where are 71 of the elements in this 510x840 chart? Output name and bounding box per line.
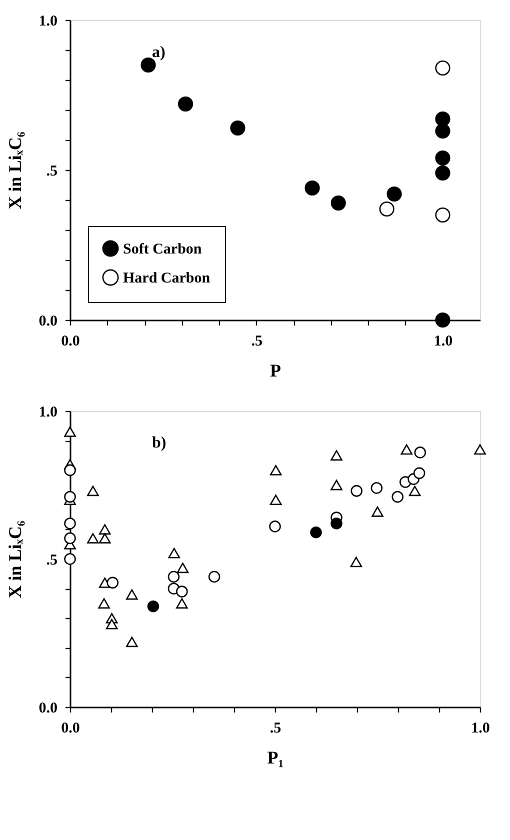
x-tick-label: 0.0	[61, 720, 80, 736]
point	[168, 570, 180, 583]
point	[372, 506, 384, 517]
point	[126, 636, 138, 648]
point	[87, 486, 99, 496]
x-tick-label: .5	[251, 334, 262, 350]
point	[435, 165, 450, 181]
point	[178, 96, 194, 112]
legend-label: Soft Carbon	[123, 242, 202, 258]
point	[168, 548, 180, 558]
x-tick-label: 0.0	[61, 334, 80, 350]
legend-label: Hard Carbon	[123, 270, 211, 286]
point	[87, 533, 99, 544]
point	[370, 482, 383, 494]
annotation: a)	[152, 44, 166, 61]
point	[230, 120, 246, 136]
point	[435, 123, 450, 139]
y-tick-label: .5	[46, 552, 58, 568]
point	[98, 598, 110, 609]
point	[379, 201, 394, 217]
point	[106, 618, 118, 630]
x-axis-title: P	[270, 360, 281, 380]
x-tick-label: 1.0	[434, 334, 453, 350]
point	[147, 600, 160, 612]
point	[435, 150, 450, 166]
point	[408, 486, 421, 496]
y-tick-label: 1.0	[38, 404, 58, 420]
point	[176, 562, 189, 574]
y-axis-title: X in LiₓC₆	[4, 520, 25, 598]
annotation: b)	[152, 434, 166, 452]
point	[330, 450, 342, 461]
point	[413, 467, 426, 480]
point	[270, 465, 282, 476]
point	[64, 426, 76, 437]
point	[270, 494, 282, 505]
point	[392, 490, 404, 503]
x-axis-title: P₁	[267, 748, 284, 768]
point	[350, 485, 362, 497]
y-tick-label: 1.0	[38, 14, 58, 30]
point	[106, 576, 119, 589]
y-tick-label: 0.0	[38, 700, 58, 716]
point	[269, 520, 281, 532]
point	[176, 586, 188, 598]
point	[64, 464, 76, 476]
x-tick-label: .5	[270, 720, 282, 736]
y-tick-label: 0.0	[38, 314, 58, 330]
point	[435, 207, 450, 223]
point	[400, 444, 413, 455]
point	[310, 526, 322, 538]
point	[330, 195, 346, 211]
point	[435, 312, 450, 328]
point	[386, 186, 402, 202]
point	[98, 524, 111, 535]
point	[330, 480, 342, 490]
point	[208, 570, 220, 583]
point	[64, 518, 76, 530]
point	[304, 180, 320, 196]
point	[64, 553, 76, 565]
point	[350, 556, 362, 568]
point	[414, 446, 426, 458]
y-axis-title: X in LiₓC₆	[4, 131, 25, 210]
point	[330, 518, 342, 530]
point	[98, 533, 111, 544]
y-tick-label: .5	[46, 164, 58, 180]
point	[64, 532, 76, 544]
x-tick-label: 1.0	[471, 720, 490, 736]
point	[176, 598, 188, 609]
point	[126, 589, 138, 600]
point	[64, 490, 76, 503]
point	[435, 60, 450, 76]
point	[474, 444, 486, 455]
